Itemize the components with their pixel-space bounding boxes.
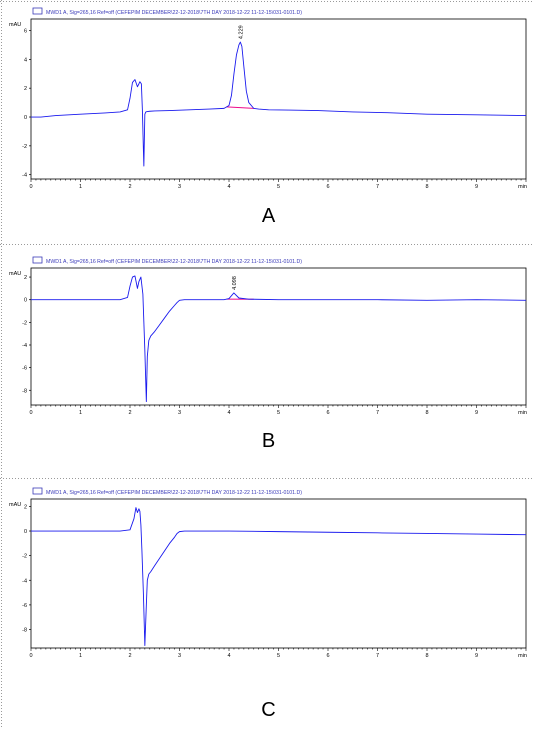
plot-frame xyxy=(30,498,527,649)
y-tick-label: -4 xyxy=(22,173,27,179)
x-tick-label: 6 xyxy=(326,653,329,659)
legend-text: MWD1 A, Sig=265,16 Ref=off (CEFEPIM DECE… xyxy=(46,10,302,16)
x-tick-label: 4 xyxy=(227,184,230,190)
x-tick-label: 2 xyxy=(128,653,131,659)
y-tick-label: 4 xyxy=(24,57,27,63)
panel-label-b: B xyxy=(261,430,276,452)
plot-frame xyxy=(30,18,527,180)
legend-swatch xyxy=(32,256,43,264)
chromatogram-panel-c: MWD1 A, Sig=265,16 Ref=off (CEFEPIM DECE… xyxy=(3,485,534,729)
peak-baseline xyxy=(226,106,254,109)
x-tick-label: 5 xyxy=(277,184,280,190)
x-tick-label: min xyxy=(518,653,527,659)
peak-label: 4.229 xyxy=(238,25,244,39)
legend-text: MWD1 A, Sig=265,16 Ref=off (CEFEPIM DECE… xyxy=(46,259,302,265)
y-axis-label: mAU xyxy=(9,22,21,28)
chromatogram-panel-a: MWD1 A, Sig=265,16 Ref=off (CEFEPIM DECE… xyxy=(3,5,534,245)
x-tick-label: 4 xyxy=(227,653,230,659)
x-tick-label: 9 xyxy=(475,410,478,416)
x-tick-label: 3 xyxy=(178,653,181,659)
y-tick-label: -2 xyxy=(22,554,27,560)
y-tick-label: -8 xyxy=(22,628,27,634)
x-tick-label: 7 xyxy=(376,653,379,659)
plot-frame xyxy=(30,267,527,406)
x-tick-label: 4 xyxy=(227,410,230,416)
x-tick-label: 0 xyxy=(29,410,32,416)
y-tick-label: -6 xyxy=(22,366,27,372)
x-tick-label: 1 xyxy=(79,410,82,416)
x-tick-label: 8 xyxy=(425,410,428,416)
signal-trace xyxy=(31,41,527,167)
y-axis-label: mAU xyxy=(9,502,21,508)
chromatogram-panel-b: MWD1 A, Sig=265,16 Ref=off (CEFEPIM DECE… xyxy=(3,254,534,478)
x-tick-label: 1 xyxy=(79,184,82,190)
x-tick-label: min xyxy=(518,410,527,416)
x-tick-label: 0 xyxy=(29,184,32,190)
y-tick-label: 2 xyxy=(24,275,27,281)
y-tick-label: -6 xyxy=(22,603,27,609)
legend-swatch xyxy=(32,7,43,15)
y-tick-label: 0 xyxy=(24,298,27,304)
legend-swatch xyxy=(32,487,43,495)
x-tick-label: 6 xyxy=(326,410,329,416)
x-tick-label: 9 xyxy=(475,653,478,659)
signal-trace xyxy=(31,275,527,403)
y-tick-label: 0 xyxy=(24,529,27,535)
peak-label: 4.098 xyxy=(232,276,238,290)
x-tick-label: 2 xyxy=(128,184,131,190)
y-tick-label: -4 xyxy=(22,578,27,584)
x-tick-label: 6 xyxy=(326,184,329,190)
y-tick-label: -2 xyxy=(22,144,27,150)
y-tick-label: -2 xyxy=(22,320,27,326)
y-axis-label: mAU xyxy=(9,271,21,277)
x-tick-label: 5 xyxy=(277,410,280,416)
y-tick-label: -4 xyxy=(22,343,27,349)
x-tick-label: 0 xyxy=(29,653,32,659)
x-tick-label: 1 xyxy=(79,653,82,659)
legend-text: MWD1 A, Sig=265,16 Ref=off (CEFEPIM DECE… xyxy=(46,490,302,496)
x-tick-label: 8 xyxy=(425,184,428,190)
x-tick-label: 2 xyxy=(128,410,131,416)
x-tick-label: 7 xyxy=(376,410,379,416)
y-tick-label: 6 xyxy=(24,29,27,35)
panel-label-c: C xyxy=(261,699,276,721)
x-tick-label: 5 xyxy=(277,653,280,659)
y-tick-label: 2 xyxy=(24,504,27,510)
signal-trace xyxy=(31,507,527,646)
x-tick-label: 3 xyxy=(178,184,181,190)
x-tick-label: 3 xyxy=(178,410,181,416)
y-tick-label: 2 xyxy=(24,86,27,92)
chromatogram-c: MWD1 A, Sig=265,16 Ref=off (CEFEPIM DECE… xyxy=(9,487,527,659)
x-tick-label: min xyxy=(518,184,527,190)
y-tick-label: 0 xyxy=(24,115,27,121)
chromatogram-a: MWD1 A, Sig=265,16 Ref=off (CEFEPIM DECE… xyxy=(9,7,527,190)
y-tick-label: -8 xyxy=(22,388,27,394)
chromatogram-b: MWD1 A, Sig=265,16 Ref=off (CEFEPIM DECE… xyxy=(9,256,527,416)
x-tick-label: 7 xyxy=(376,184,379,190)
x-tick-label: 9 xyxy=(475,184,478,190)
x-tick-label: 8 xyxy=(425,653,428,659)
panel-label-a: A xyxy=(261,205,276,227)
